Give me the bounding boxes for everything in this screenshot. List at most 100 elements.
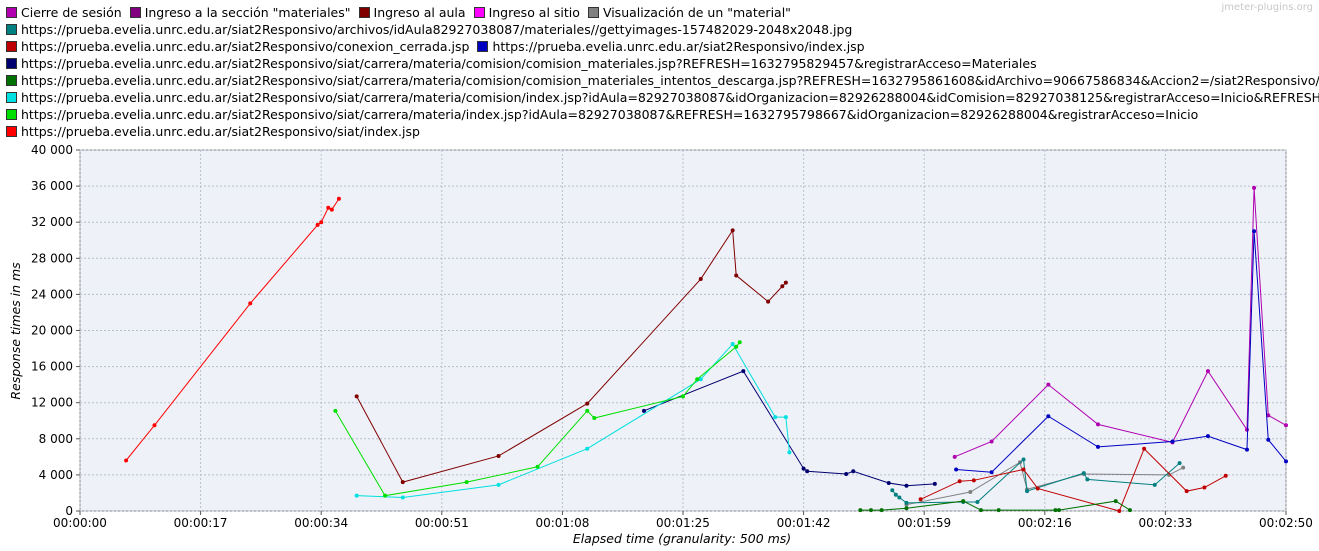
data-point (585, 401, 590, 406)
data-point (383, 493, 388, 498)
series-line (334, 341, 741, 497)
data-point (1035, 486, 1040, 491)
legend-item[interactable]: https://prueba.evelia.unrc.edu.ar/siat2R… (6, 21, 852, 38)
legend-swatch (6, 58, 17, 69)
legend-item[interactable]: Ingreso al sitio (473, 4, 580, 21)
data-point (315, 222, 320, 227)
data-point (734, 273, 739, 278)
x-tick-label: 00:02:16 (1018, 516, 1072, 530)
data-point (1244, 427, 1249, 432)
data-point (952, 454, 957, 459)
data-point (904, 500, 909, 505)
legend-item[interactable]: https://prueba.evelia.unrc.edu.ar/siat2R… (6, 55, 1037, 72)
legend-label: Ingreso a la sección "materiales" (144, 5, 351, 20)
data-point (698, 377, 703, 382)
data-point (1152, 482, 1157, 487)
legend-row: https://prueba.evelia.unrc.edu.ar/siat2R… (6, 106, 1319, 123)
data-point (971, 478, 976, 483)
data-point (1170, 439, 1175, 444)
legend-label: https://prueba.evelia.unrc.edu.ar/siat2R… (21, 124, 420, 139)
legend-item[interactable]: Ingreso al aula (358, 4, 466, 21)
data-point (496, 482, 501, 487)
x-tick-label: 00:00:34 (294, 516, 348, 530)
data-point (858, 508, 863, 513)
legend-row: Cierre de sesión Ingreso a la sección "ma… (6, 4, 1319, 21)
y-tick-label: 32 000 (31, 215, 73, 229)
data-point (890, 488, 895, 493)
data-point (400, 495, 405, 500)
data-point (1081, 471, 1086, 476)
data-point (1284, 459, 1288, 464)
y-tick-label: 12 000 (31, 396, 73, 410)
legend-swatch (587, 7, 599, 18)
legend-label: https://prueba.evelia.unrc.edu.ar/siat2R… (21, 39, 470, 54)
y-tick-label: 36 000 (31, 179, 73, 193)
x-tick-label: 00:01:08 (535, 516, 589, 530)
legend-row: https://prueba.evelia.unrc.edu.ar/siat2R… (6, 55, 1319, 72)
data-point (329, 207, 334, 212)
x-tick-label: 00:00:17 (174, 516, 228, 530)
data-point (730, 342, 735, 347)
legend-row: https://prueba.evelia.unrc.edu.ar/siat2R… (6, 38, 1319, 55)
data-point (1266, 437, 1271, 442)
legend-swatch (477, 41, 489, 52)
data-point (1142, 446, 1147, 451)
legend-item[interactable]: https://prueba.evelia.unrc.edu.ar/siat2R… (6, 123, 420, 140)
data-point (741, 369, 746, 374)
data-point (893, 492, 898, 497)
data-point (354, 493, 359, 498)
legend-item[interactable]: Visualización de un "material" (587, 4, 791, 21)
y-axis-ticks: 0 4 000 8 000 12 000 16 000 20 000 24 000 28 00… (31, 143, 80, 518)
series-line (956, 231, 1287, 473)
data-point (851, 469, 856, 474)
data-point (535, 464, 540, 469)
data-point (1127, 508, 1132, 513)
data-point (1025, 489, 1030, 494)
data-point (1021, 457, 1026, 462)
y-tick-label: 28 000 (31, 251, 73, 265)
data-point (496, 453, 501, 458)
legend-item[interactable]: Ingreso a la sección "materiales" (129, 4, 351, 21)
x-tick-label: 00:02:33 (1138, 516, 1192, 530)
legend-label: https://prueba.evelia.unrc.edu.ar/siat2R… (21, 22, 853, 37)
series-6 (918, 446, 1228, 513)
data-point (766, 299, 771, 304)
data-point (585, 446, 590, 451)
legend-label: Cierre de sesión (21, 5, 122, 20)
legend-swatch (6, 109, 17, 120)
data-point (592, 416, 597, 421)
series-layer (124, 185, 1288, 513)
y-tick-label: 40 000 (31, 143, 73, 157)
data-point (897, 495, 902, 500)
legend-item[interactable]: https://prueba.evelia.unrc.edu.ar/siat2R… (6, 89, 1319, 106)
data-point (1096, 444, 1101, 449)
y-tick-label: 20 000 (31, 324, 73, 338)
data-point (1252, 185, 1257, 190)
data-point (787, 450, 792, 455)
data-point (1117, 509, 1122, 513)
x-tick-label: 00:01:25 (656, 516, 710, 530)
legend-item[interactable]: https://prueba.evelia.unrc.edu.ar/siat2R… (6, 72, 1319, 89)
legend-item[interactable]: https://prueba.evelia.unrc.edu.ar/siat2R… (6, 38, 469, 55)
data-point (152, 423, 157, 428)
data-point (737, 340, 742, 345)
legend-item[interactable]: https://prueba.evelia.unrc.edu.ar/siat2R… (477, 38, 865, 55)
series-line (356, 228, 787, 483)
data-point (975, 499, 980, 504)
data-point (1053, 508, 1058, 513)
x-tick-label: 00:01:42 (777, 516, 831, 530)
data-point (996, 508, 1001, 513)
data-point (1096, 422, 1101, 427)
data-point (585, 408, 590, 413)
series-2 (354, 228, 788, 485)
legend-item[interactable]: https://prueba.evelia.unrc.edu.ar/siat2R… (6, 106, 1198, 123)
data-point (124, 458, 129, 463)
series-11 (333, 340, 742, 498)
series-5 (890, 457, 1182, 505)
data-point (904, 506, 909, 511)
legend-swatch (6, 92, 17, 103)
legend-item[interactable]: Cierre de sesión (6, 4, 122, 21)
data-point (801, 466, 806, 471)
data-point (681, 394, 685, 399)
